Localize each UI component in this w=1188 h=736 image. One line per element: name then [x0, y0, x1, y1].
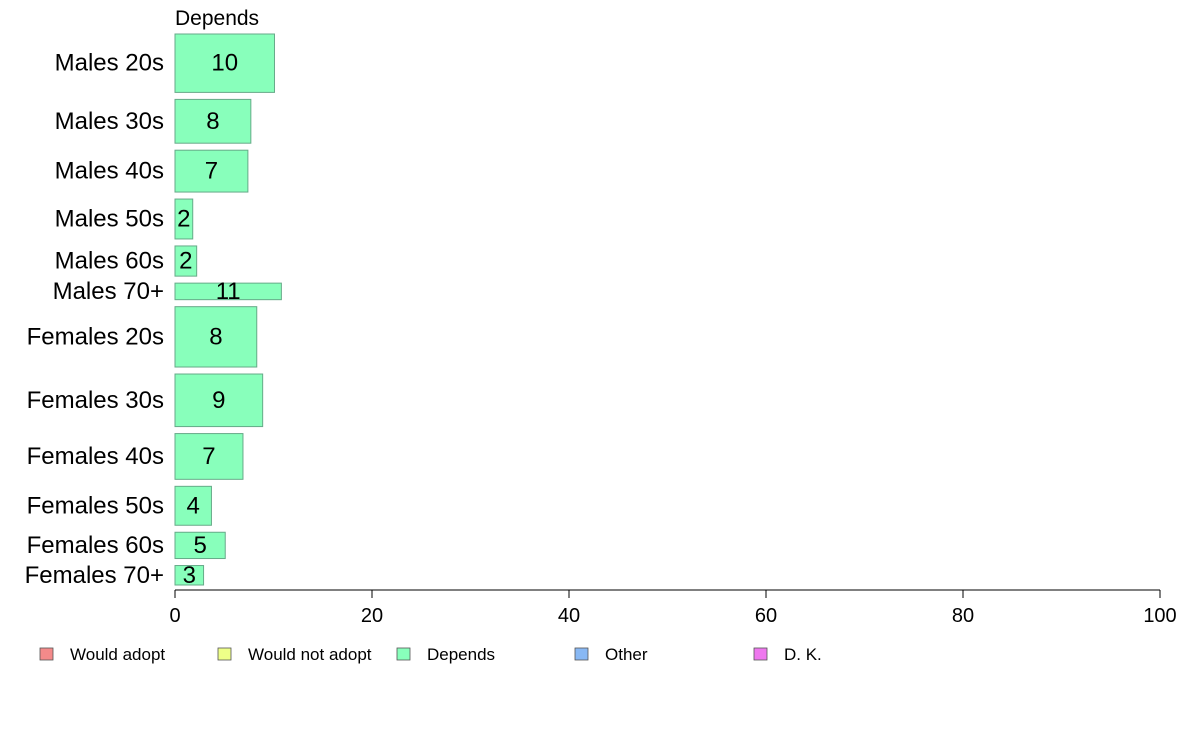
bar-depends: [174, 98, 252, 144]
bar-value-label: 2: [177, 206, 190, 233]
bar-value-label: 3: [183, 562, 196, 589]
bar-value-label: 4: [187, 492, 200, 519]
x-tick-label: 60: [755, 605, 777, 627]
x-tick-label: 100: [1143, 605, 1176, 627]
bar-value-label: 11: [216, 278, 241, 305]
legend-label: D. K.: [784, 645, 822, 664]
category-label: Males 70+: [53, 278, 164, 305]
category-label: Males 30s: [55, 108, 164, 135]
bar-depends: [174, 33, 275, 93]
legend-swatch: [574, 647, 589, 661]
bar-depends: [174, 198, 194, 240]
bar-depends: [174, 245, 198, 277]
bar-value-label: 8: [209, 323, 222, 350]
bar-value-label: 2: [179, 248, 192, 275]
bar-depends: [174, 306, 258, 368]
legend-label: Would adopt: [70, 645, 165, 664]
bar-value-label: 5: [193, 532, 206, 559]
legend-label: Depends: [427, 645, 495, 664]
category-label: Males 50s: [55, 206, 164, 233]
category-label: Males 40s: [55, 158, 164, 185]
category-label: Females 70+: [25, 562, 164, 589]
bar-depends: [174, 282, 282, 301]
category-label: Males 60s: [55, 248, 164, 275]
legend-label: Other: [605, 645, 648, 664]
legend-swatch: [396, 647, 411, 661]
legend-label: Would not adopt: [248, 645, 372, 664]
category-label: Females 60s: [27, 532, 164, 559]
bar-depends: [174, 373, 264, 428]
bar-value-label: 10: [211, 50, 238, 77]
legend-swatch: [753, 647, 768, 661]
bar-value-label: 7: [205, 158, 218, 185]
category-label: Females 20s: [27, 323, 164, 350]
bar-depends: [174, 149, 249, 193]
category-label: Females 40s: [27, 443, 164, 470]
legend-swatch: [39, 647, 54, 661]
bar-depends: [174, 433, 244, 480]
legend-swatch: [217, 647, 232, 661]
bar-depends: [174, 485, 212, 526]
bar-value-label: 7: [202, 443, 215, 470]
category-label: Males 20s: [55, 50, 164, 77]
category-label: Females 30s: [27, 387, 164, 414]
x-tick-label: 20: [361, 605, 383, 627]
x-tick-label: 80: [952, 605, 974, 627]
category-label: Females 50s: [27, 492, 164, 519]
bar-value-label: 9: [212, 387, 225, 414]
column-header: Depends: [175, 7, 259, 30]
bar-depends: [174, 565, 205, 586]
bar-depends: [174, 531, 226, 560]
bar-value-label: 8: [206, 108, 219, 135]
x-tick-label: 0: [169, 605, 180, 627]
x-tick-label: 40: [558, 605, 580, 627]
